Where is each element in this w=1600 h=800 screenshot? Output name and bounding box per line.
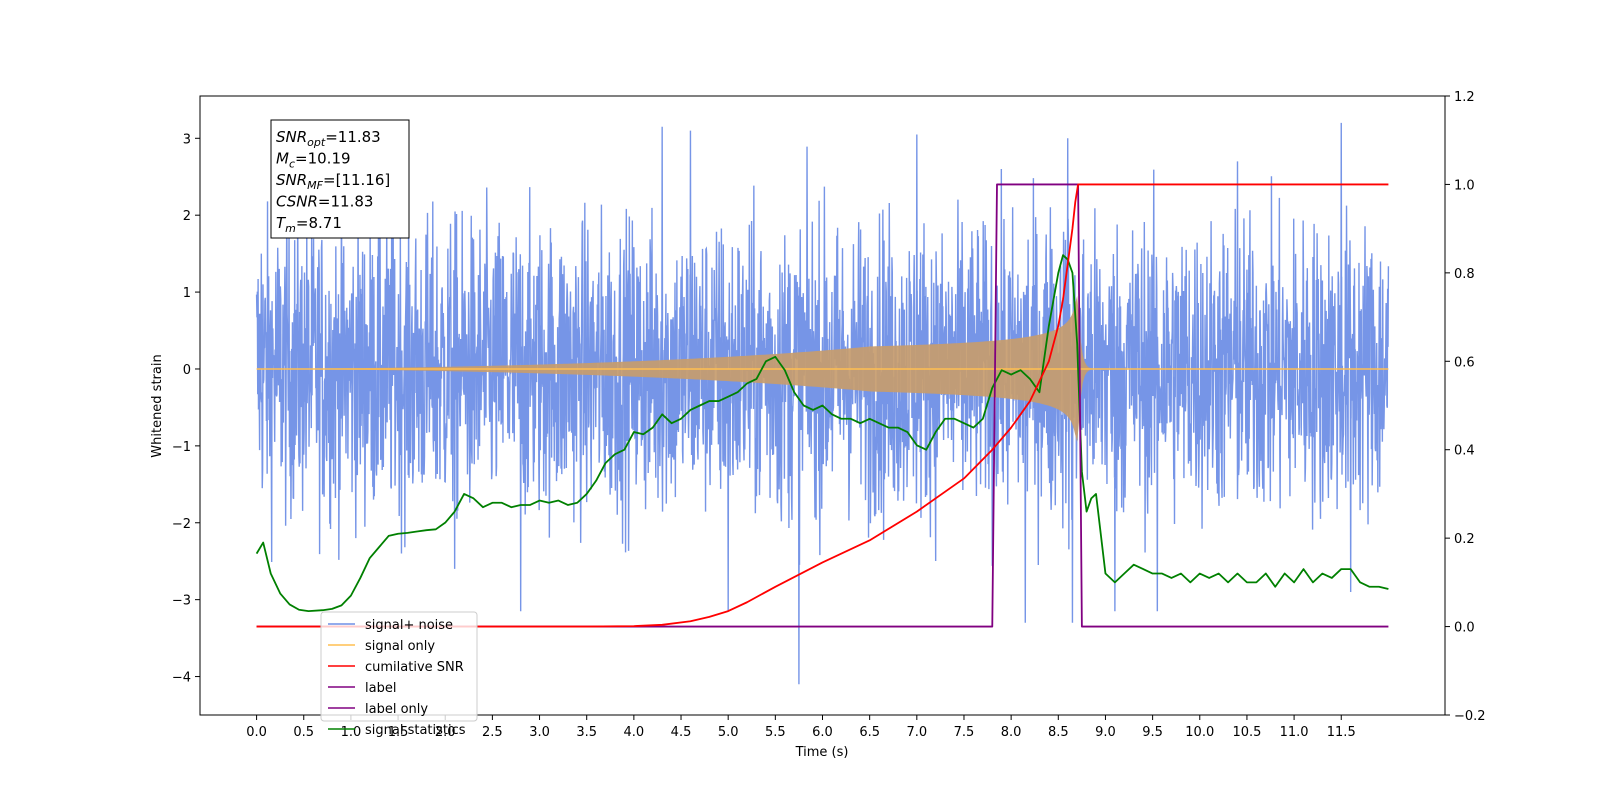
- x-tick-label: 1.0: [341, 725, 362, 740]
- x-tick-label: 5.0: [718, 725, 739, 740]
- legend-label: label: [365, 681, 396, 696]
- legend-label: signal only: [365, 639, 435, 654]
- plot-area: [255, 122, 1390, 685]
- y-right-tick-label: 0.8: [1454, 267, 1475, 282]
- y-right-tick-label: 0.6: [1454, 355, 1475, 370]
- x-tick-label: 4.5: [671, 725, 692, 740]
- x-tick-label: 11.0: [1280, 725, 1309, 740]
- x-tick-label: 8.0: [1001, 725, 1022, 740]
- x-tick-label: 8.5: [1048, 725, 1069, 740]
- x-tick-label: 6.0: [812, 725, 833, 740]
- y-right-tick-label: 0.2: [1454, 532, 1475, 547]
- legend-label: signal statistics: [365, 723, 466, 738]
- legend-label: signal+ noise: [365, 618, 453, 633]
- x-tick-label: 3.0: [529, 725, 550, 740]
- series-label-line: [256, 183, 1389, 628]
- y-left-tick-label: 0: [183, 363, 191, 378]
- x-tick-label: 1.5: [388, 725, 409, 740]
- y-left-tick-label: 1: [183, 286, 191, 301]
- info-box-frame: [270, 119, 410, 239]
- info-box-line: CSNR=11.83: [276, 193, 373, 211]
- x-tick-label: 0.5: [293, 725, 314, 740]
- y-right-tick-label: 0.4: [1454, 444, 1475, 459]
- info-box-line: Tm=8.71: [276, 214, 342, 235]
- series-cumilative-snr-line: [256, 183, 1389, 628]
- y-axis-right: 1.2 1.0 0.8 0.6 0.4 0.2 0.0 −0.2: [1445, 90, 1486, 724]
- x-tick-label: 5.5: [765, 725, 786, 740]
- x-tick-label: 10.5: [1232, 725, 1261, 740]
- y-left-tick-label: −3: [172, 594, 191, 609]
- y-left-tick-label: −1: [172, 440, 191, 455]
- y-right-tick-label: 0.0: [1454, 621, 1475, 636]
- x-tick-label: 0.0: [246, 725, 267, 740]
- x-tick-label: 7.5: [954, 725, 975, 740]
- x-tick-label: 11.5: [1327, 725, 1356, 740]
- x-tick-label: 6.5: [859, 725, 880, 740]
- y-left-tick-label: −4: [172, 671, 191, 686]
- series-signal-statistics-line: [255, 254, 1389, 612]
- x-tick-label: 7.0: [906, 725, 927, 740]
- y-right-tick-label: −0.2: [1454, 709, 1486, 724]
- legend-frame: [320, 611, 478, 722]
- legend-label: cumilative SNR: [365, 660, 464, 675]
- info-box: SNRopt=11.83Mc=10.19SNRMF=[11.16]CSNR=11…: [270, 119, 410, 239]
- info-box-line: SNRMF=[11.16]: [276, 171, 390, 192]
- series-signal-noise-line: [255, 122, 1390, 685]
- x-tick-label: 2.0: [435, 725, 456, 740]
- x-tick-label: 4.0: [624, 725, 645, 740]
- legend: signal+ noise signal only cumilative SNR la…: [320, 611, 478, 738]
- y-axis-left: 3 2 1 0 −1 −2 −3 −4: [172, 132, 200, 686]
- legend-label: label only: [365, 702, 428, 717]
- x-tick-label: 9.0: [1095, 725, 1116, 740]
- x-tick-label: 10.0: [1185, 725, 1214, 740]
- y-right-tick-label: 1.2: [1454, 90, 1475, 105]
- info-box-line: Mc=10.19: [276, 150, 351, 171]
- info-box-line: SNRopt=11.83: [276, 128, 381, 149]
- y-right-tick-label: 1.0: [1454, 178, 1475, 193]
- x-tick-label: 2.5: [482, 725, 503, 740]
- x-tick-label: 3.5: [576, 725, 597, 740]
- y-left-tick-label: 2: [183, 209, 191, 224]
- x-tick-label: 9.5: [1142, 725, 1163, 740]
- y-left-tick-label: 3: [183, 132, 191, 147]
- y-left-tick-label: −2: [172, 517, 191, 532]
- y-axis-label: Whitened strain: [150, 354, 165, 457]
- x-axis-label: Time (s): [795, 745, 849, 760]
